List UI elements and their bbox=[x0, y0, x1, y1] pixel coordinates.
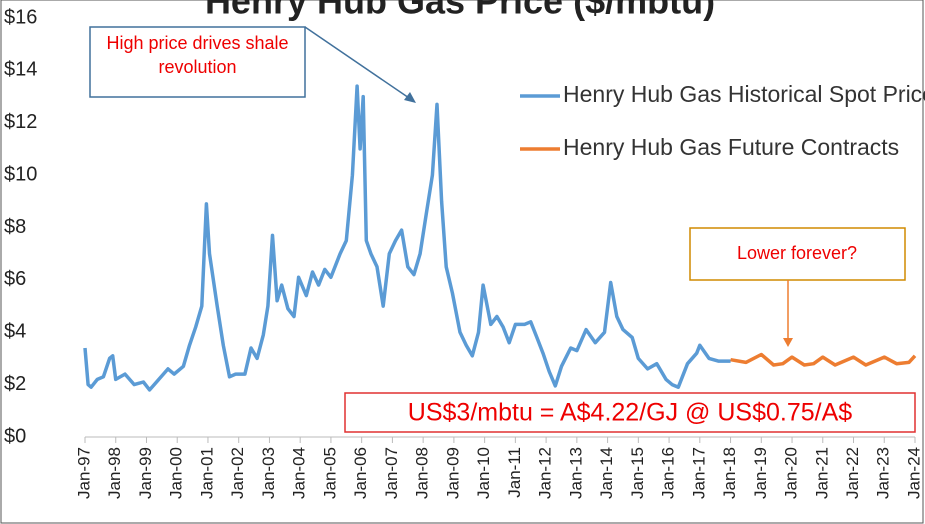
annotation-wrap: High price drives shale revolution bbox=[106, 33, 289, 77]
y-tick-label: $0 bbox=[4, 425, 26, 447]
series-line bbox=[730, 352, 917, 367]
x-tick-label: Jan-97 bbox=[74, 447, 93, 499]
arrow-head bbox=[404, 92, 416, 103]
annotation-box bbox=[689, 227, 906, 281]
y-tick-label: $6 bbox=[4, 268, 26, 290]
annotation: High price drives shale revolution bbox=[106, 33, 289, 77]
x-tick-label: Jan-02 bbox=[228, 447, 247, 499]
x-tick-label: Jan-07 bbox=[382, 447, 401, 499]
x-tick-label: Jan-00 bbox=[167, 447, 186, 499]
annotation-box bbox=[344, 392, 916, 433]
x-tick-label: Jan-04 bbox=[290, 447, 309, 499]
y-tick-label: $14 bbox=[4, 59, 37, 81]
y-tick-label: $4 bbox=[4, 321, 26, 343]
x-tick-label: Jan-05 bbox=[320, 447, 339, 499]
y-tick-label: $10 bbox=[4, 163, 37, 185]
annotation-arrow bbox=[304, 26, 413, 101]
x-tick-label: Jan-22 bbox=[843, 447, 862, 499]
x-tick-label: Jan-17 bbox=[689, 447, 708, 499]
x-tick-label: Jan-23 bbox=[874, 447, 893, 499]
legend-label: Henry Hub Gas Historical Spot Price bbox=[563, 81, 925, 107]
legend-label: Henry Hub Gas Future Contracts bbox=[563, 134, 899, 160]
x-tick-label: Jan-19 bbox=[751, 447, 770, 499]
x-tick-label: Jan-20 bbox=[782, 447, 801, 499]
arrow-head bbox=[783, 338, 793, 347]
y-tick-label: $12 bbox=[4, 111, 37, 133]
x-tick-label: Jan-99 bbox=[136, 447, 155, 499]
x-tick-label: Jan-24 bbox=[904, 447, 923, 499]
x-tick-label: Jan-12 bbox=[536, 447, 555, 499]
annotation: Lower forever? bbox=[737, 243, 857, 263]
x-tick-label: Jan-09 bbox=[443, 447, 462, 499]
x-tick-label: Jan-21 bbox=[812, 447, 831, 499]
y-tick-label: $8 bbox=[4, 216, 26, 238]
x-tick-label: Jan-13 bbox=[566, 447, 585, 499]
x-tick-label: Jan-03 bbox=[259, 447, 278, 499]
x-tick-label: Jan-98 bbox=[105, 447, 124, 499]
annotation: US$3/mbtu = A$4.22/GJ @ US$0.75/A$ bbox=[408, 399, 852, 427]
x-tick-label: Jan-14 bbox=[597, 447, 616, 499]
chart-title: Henry Hub Gas Price ($/mbtu) bbox=[205, 0, 715, 22]
annotation-box bbox=[89, 26, 306, 98]
series-line bbox=[83, 84, 731, 392]
x-tick-label: Jan-15 bbox=[628, 447, 647, 499]
x-tick-label: Jan-16 bbox=[659, 447, 678, 499]
y-tick-label: $2 bbox=[4, 373, 26, 395]
x-tick-label: Jan-11 bbox=[505, 447, 524, 498]
x-tick-label: Jan-06 bbox=[351, 447, 370, 499]
y-tick-label: $16 bbox=[4, 6, 37, 28]
x-tick-label: Jan-08 bbox=[413, 447, 432, 499]
x-tick-label: Jan-18 bbox=[720, 447, 739, 499]
x-tick-label: Jan-01 bbox=[197, 447, 216, 499]
x-tick-label: Jan-10 bbox=[474, 447, 493, 499]
